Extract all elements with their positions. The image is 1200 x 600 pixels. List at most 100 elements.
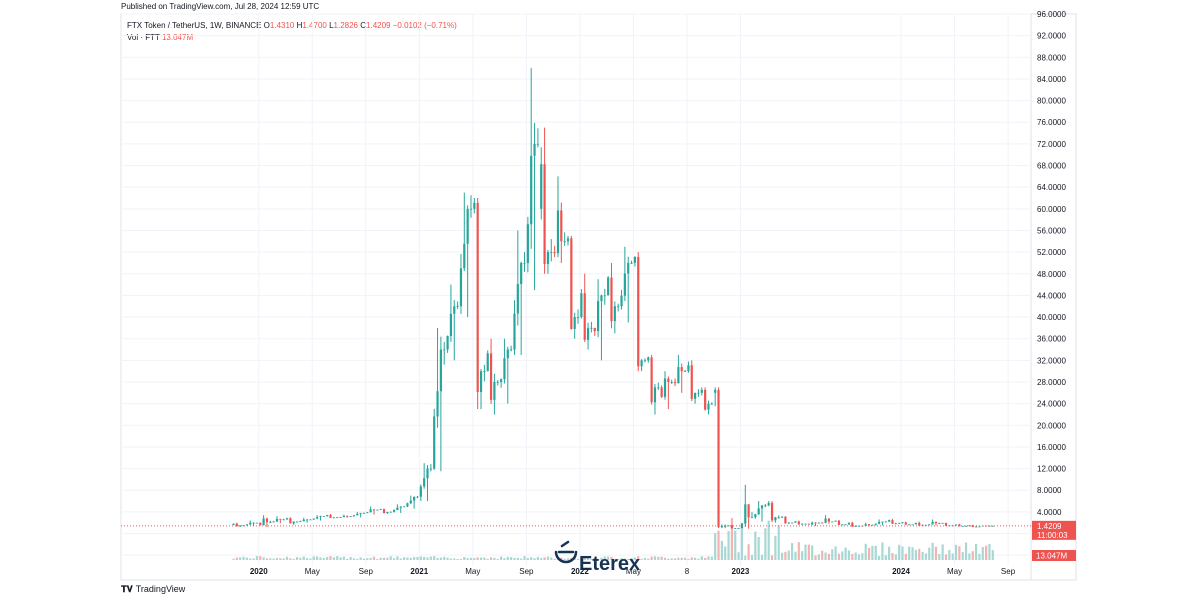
volume-bar bbox=[419, 556, 422, 560]
candle-body bbox=[894, 523, 897, 525]
volume-bar bbox=[503, 558, 506, 560]
candle-body bbox=[827, 518, 831, 522]
volume-bar bbox=[282, 558, 285, 560]
candle-body bbox=[573, 317, 576, 329]
candle-body bbox=[697, 392, 700, 394]
candle-body bbox=[958, 524, 961, 527]
candle-body bbox=[707, 403, 710, 410]
y-tick-label: 92.0000 bbox=[1037, 32, 1066, 41]
volume-bar bbox=[757, 537, 760, 560]
candle-body bbox=[469, 208, 473, 210]
candle-body bbox=[911, 524, 914, 526]
volume-bar bbox=[637, 556, 640, 560]
candle-body bbox=[426, 468, 429, 479]
volume-bar bbox=[764, 528, 767, 560]
volume-label[interactable]: Vol · FTT bbox=[127, 33, 160, 42]
candle-body bbox=[801, 523, 804, 525]
candle-body bbox=[804, 523, 807, 525]
volume-bar bbox=[740, 526, 744, 560]
volume-bar bbox=[336, 556, 339, 560]
volume-bar bbox=[536, 556, 539, 560]
candle-body bbox=[968, 525, 971, 527]
volume-bar bbox=[667, 558, 670, 560]
y-tick-label: 88.0000 bbox=[1037, 53, 1066, 62]
volume-bar bbox=[443, 556, 446, 560]
price-axis[interactable]: 96.0000 92.0000 88.0000 84.0000 80.0000 76.00… bbox=[1037, 10, 1067, 560]
volume-bar bbox=[566, 558, 570, 560]
symbol-label[interactable]: FTX Token / TetherUS, 1W, BINANCE bbox=[127, 21, 262, 30]
volume-bar bbox=[747, 544, 750, 560]
volume-bar bbox=[928, 547, 931, 560]
volume-bar bbox=[259, 556, 262, 560]
candle-body bbox=[439, 349, 442, 392]
volume-bar bbox=[279, 558, 282, 560]
candle-body bbox=[496, 382, 499, 383]
candle-body bbox=[305, 519, 309, 521]
volume-bar bbox=[563, 558, 566, 560]
candle-body bbox=[847, 522, 851, 525]
candle-body bbox=[821, 522, 824, 524]
volume-bar bbox=[593, 557, 596, 560]
volume-bar bbox=[510, 557, 513, 560]
volume-bar bbox=[760, 554, 764, 560]
candle-body bbox=[717, 389, 720, 528]
volume-bar bbox=[382, 557, 386, 560]
candle-body bbox=[904, 522, 907, 525]
candle-body bbox=[921, 524, 924, 526]
volume-bar bbox=[483, 557, 486, 560]
candle-body bbox=[265, 518, 269, 523]
candle-body bbox=[503, 358, 506, 380]
candle-body bbox=[292, 521, 295, 524]
time-axis[interactable]: 2020 May Sep 2021 May Sep 2022 May 8 2023 2024 May S… bbox=[250, 567, 1016, 576]
volume-bar bbox=[269, 558, 272, 560]
volume-bar bbox=[687, 558, 690, 560]
volume-bar bbox=[623, 558, 626, 560]
volume-bar bbox=[493, 557, 496, 560]
volume-bar bbox=[717, 530, 720, 560]
volume-bar bbox=[981, 547, 984, 560]
candle-body bbox=[867, 524, 871, 525]
candle-body bbox=[249, 522, 252, 525]
volume-bar bbox=[560, 557, 563, 560]
candle-body bbox=[446, 336, 449, 350]
volume-bar bbox=[242, 556, 245, 560]
candle-body bbox=[811, 522, 814, 525]
volume-bar bbox=[342, 556, 345, 560]
candle-body bbox=[259, 522, 262, 525]
candle-body bbox=[516, 284, 519, 314]
x-tick-label: 2020 bbox=[250, 567, 268, 576]
high-value: 1.4700 bbox=[302, 21, 327, 30]
candle-body bbox=[379, 509, 382, 510]
candle-body bbox=[597, 301, 600, 332]
candle-body bbox=[857, 525, 861, 527]
volume-bar bbox=[894, 554, 897, 560]
candle-body bbox=[372, 509, 376, 511]
volume-bar bbox=[500, 556, 503, 560]
volume-bar bbox=[486, 558, 489, 560]
volume-bar bbox=[372, 556, 376, 560]
volume-bar bbox=[586, 557, 590, 560]
candle-body bbox=[988, 525, 991, 527]
candle-body bbox=[623, 273, 626, 296]
volume-bar bbox=[362, 558, 366, 560]
candle-body bbox=[954, 524, 958, 526]
candle-body bbox=[416, 496, 419, 498]
volume-bar bbox=[436, 557, 439, 560]
volume-bar bbox=[603, 556, 606, 560]
candle-body bbox=[419, 486, 422, 497]
volume-bar bbox=[402, 557, 406, 560]
volume-bar bbox=[670, 558, 673, 560]
volume-bar bbox=[884, 555, 887, 560]
candle-body bbox=[663, 378, 667, 397]
volume-bar bbox=[232, 558, 235, 560]
candle-body bbox=[754, 514, 757, 518]
volume-bar bbox=[837, 553, 841, 560]
volume-bar bbox=[911, 547, 914, 560]
watermark: Eterex bbox=[554, 540, 640, 575]
volume-bar bbox=[971, 551, 974, 560]
candle-body bbox=[526, 224, 529, 263]
volume-bar bbox=[289, 558, 292, 560]
tradingview-footer[interactable]: 𝐓𝐕 TradingView bbox=[121, 584, 185, 595]
candle-body bbox=[797, 521, 800, 525]
